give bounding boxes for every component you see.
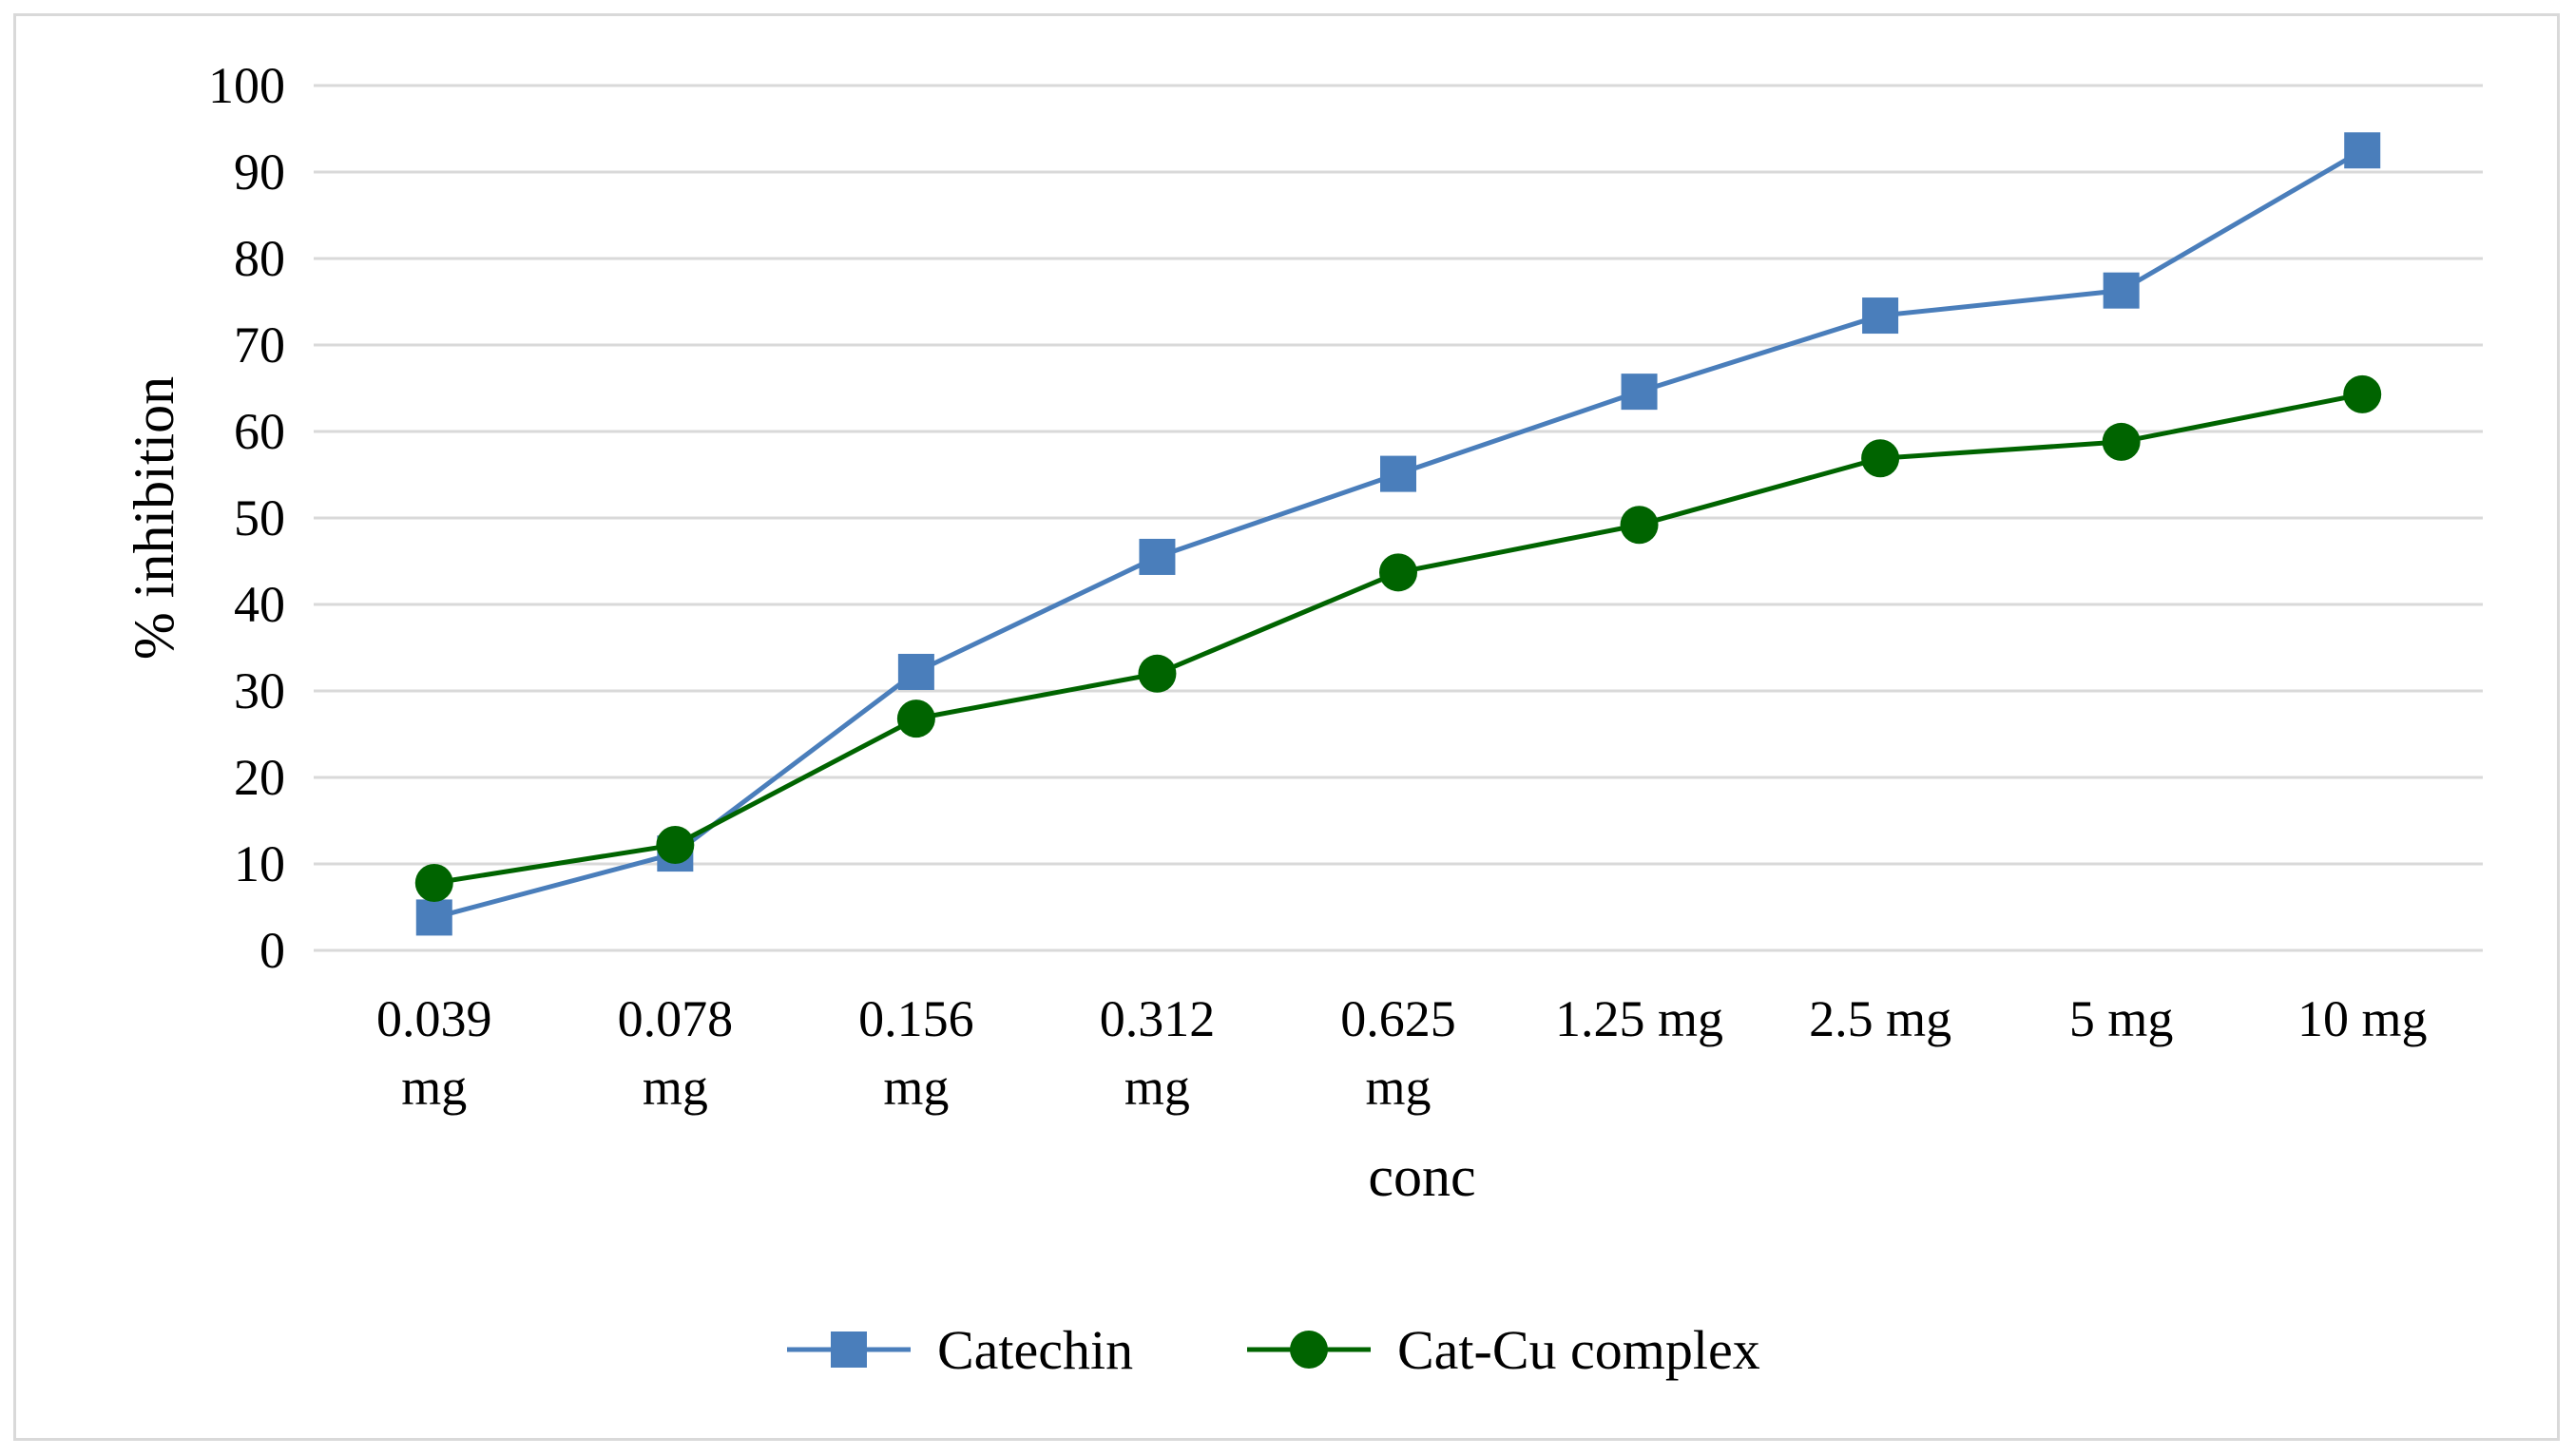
- chart-frame: [13, 13, 2560, 1441]
- x-tick-label-line: 0.039: [376, 990, 492, 1047]
- x-tick-label: 0.078 mg: [618, 990, 734, 1116]
- x-tick-label: 1.25 mg: [1555, 990, 1723, 1047]
- legend-label: Catechin: [937, 1319, 1133, 1381]
- x-tick-label: 5 mg: [2069, 990, 2174, 1047]
- legend-marker-circle: [1290, 1331, 1328, 1369]
- data-point-circle: [1620, 506, 1659, 545]
- data-point-square: [1380, 455, 1416, 492]
- y-tick-label: 20: [234, 749, 285, 806]
- data-point-square: [1139, 538, 1176, 575]
- data-point-square: [897, 653, 934, 690]
- x-tick-label-line: 10 mg: [2297, 990, 2428, 1047]
- series-line: [433, 148, 2364, 920]
- legend: Catechin Cat-Cu complex: [787, 1319, 1760, 1381]
- series-layer: [414, 132, 2382, 936]
- legend-marker-square: [831, 1331, 867, 1368]
- x-tick-label: 10 mg: [2297, 990, 2428, 1047]
- x-tick-label-line: 1.25 mg: [1555, 990, 1723, 1047]
- data-point-circle: [1861, 439, 1900, 478]
- x-tick-label-line: 5 mg: [2069, 990, 2174, 1047]
- legend-item: Cat-Cu complex: [1247, 1319, 1760, 1381]
- y-tick-label: 30: [234, 662, 285, 719]
- legend-label: Cat-Cu complex: [1397, 1319, 1760, 1381]
- y-tick-label: 10: [234, 835, 285, 892]
- x-tick-label-line: 0.078: [618, 990, 734, 1047]
- x-tick-label: 0.039 mg: [376, 990, 492, 1116]
- x-tick-label-line: mg: [1365, 1059, 1431, 1116]
- y-tick-label: 40: [234, 576, 285, 633]
- data-point-square: [1862, 297, 1899, 335]
- y-tick-label: 0: [259, 922, 285, 979]
- data-point-square: [2344, 132, 2381, 169]
- y-tick-label: 100: [208, 57, 285, 114]
- data-point-square: [1621, 374, 1658, 411]
- data-point-square: [415, 899, 452, 936]
- x-tick-label-line: 2.5 mg: [1809, 990, 1951, 1047]
- data-point-circle: [414, 864, 453, 903]
- x-tick-label-line: 0.312: [1100, 990, 1216, 1047]
- y-tick-label: 60: [234, 403, 285, 460]
- x-tick-label: 2.5 mg: [1809, 990, 1951, 1047]
- series-cat-cu-complex: [414, 374, 2382, 903]
- gridlines: [314, 84, 2483, 952]
- x-tick-label-line: 0.625: [1340, 990, 1456, 1047]
- x-tick-label: 0.156 mg: [858, 990, 974, 1116]
- data-point-circle: [896, 699, 935, 738]
- x-tick-label-line: mg: [401, 1059, 467, 1116]
- y-axis-title: % inhibition: [123, 376, 185, 660]
- legend-item: Catechin: [787, 1319, 1133, 1381]
- data-point-circle: [1138, 654, 1177, 693]
- x-tick-label: 0.625 mg: [1340, 990, 1456, 1116]
- x-axis-title: conc: [1368, 1145, 1475, 1208]
- x-tick-label: 0.312 mg: [1100, 990, 1216, 1116]
- x-tick-label-line: mg: [883, 1059, 949, 1116]
- y-axis-ticks: 0 10 20 30 40 50 60 70 80 90 100: [208, 57, 285, 979]
- x-axis-ticks: 0.039 mg 0.078 mg 0.156 mg 0.312 mg 0.625 mg 1.25 …: [376, 990, 2427, 1116]
- data-point-circle: [656, 825, 695, 864]
- y-tick-label: 80: [234, 230, 285, 287]
- data-point-circle: [1379, 553, 1417, 592]
- x-tick-label-line: mg: [1124, 1059, 1190, 1116]
- data-point-circle: [2102, 422, 2141, 461]
- y-tick-label: 90: [234, 144, 285, 201]
- x-tick-label-line: mg: [643, 1059, 708, 1116]
- x-tick-label-line: 0.156: [858, 990, 974, 1047]
- data-point-circle: [2343, 374, 2382, 413]
- y-tick-label: 70: [234, 316, 285, 374]
- series-catechin: [415, 132, 2381, 936]
- data-point-square: [2103, 272, 2140, 309]
- y-tick-label: 50: [234, 489, 285, 546]
